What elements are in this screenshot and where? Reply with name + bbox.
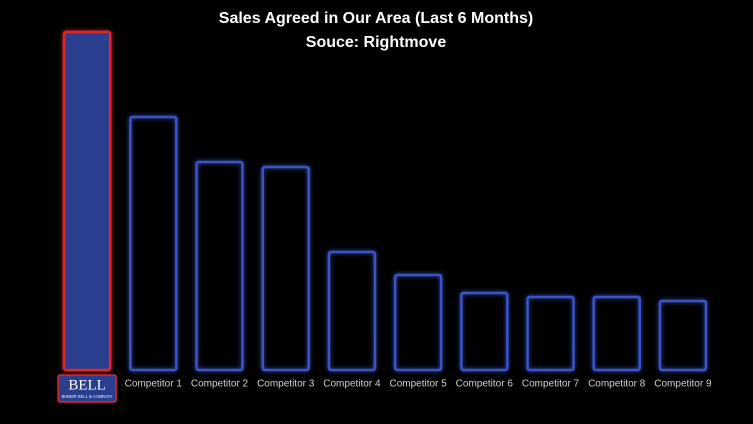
bar [658,299,708,372]
x-tick-label: Competitor 6 [456,379,514,390]
x-tick-label: Competitor 1 [125,379,183,390]
x-tick-label: Competitor 4 [323,379,381,390]
chart-title: Sales Agreed in Our Area (Last 6 Months) [219,10,533,27]
x-tick-label: Competitor 8 [588,379,646,390]
bar [592,295,641,372]
bar [129,115,178,372]
logo-caption: ROBERT BELL & COMPANY [62,394,113,399]
x-tick-label: Competitor 2 [191,379,249,390]
bar [393,273,443,372]
x-tick-label: Competitor 3 [257,379,315,390]
x-tick-label: Competitor 9 [654,379,712,390]
bar [327,250,377,372]
x-tick-label: Competitor 5 [389,379,447,390]
bar [62,30,112,372]
x-tick-label: Competitor 7 [522,379,580,390]
bar [460,291,509,372]
x-tick-label: BELL [68,377,106,393]
chart-subtitle: Souce: Rightmove [306,34,447,51]
bar [526,295,575,372]
bar [195,160,244,372]
bar [261,165,310,372]
logo-box [57,374,117,403]
